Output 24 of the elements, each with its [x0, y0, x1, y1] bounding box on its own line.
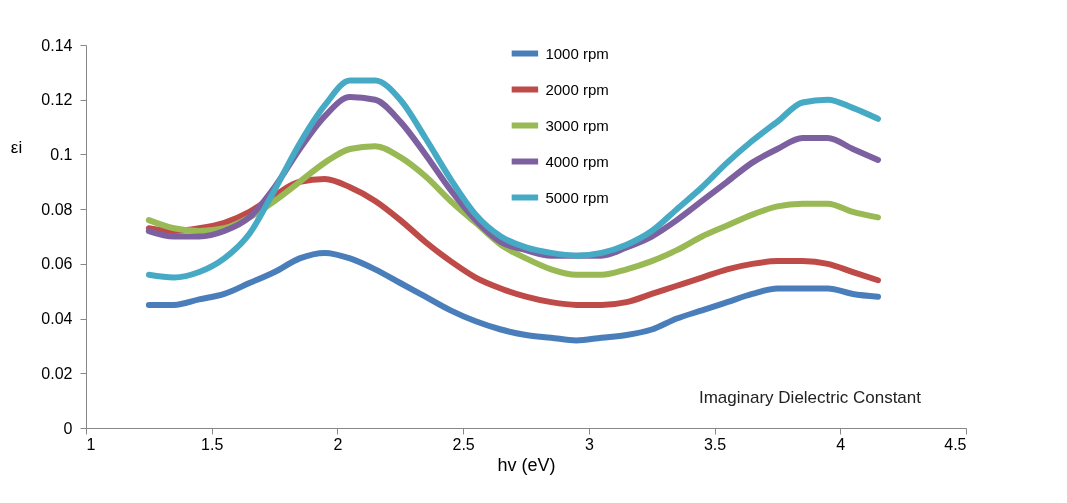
- y-tick-label: 0.04: [41, 310, 73, 328]
- x-tick-label: 4: [836, 435, 846, 453]
- legend-label: 3000 rpm: [545, 116, 609, 134]
- y-tick-label: 0.14: [41, 36, 73, 54]
- x-tick-label: 3.5: [703, 435, 727, 453]
- x-tick-label: 3: [584, 435, 594, 453]
- legend-label: 1000 rpm: [545, 44, 609, 62]
- y-tick-label: 0: [63, 419, 73, 437]
- legend-label: 4000 rpm: [545, 152, 609, 170]
- y-tick-label: 0.1: [50, 145, 73, 163]
- x-tick-label: 2.5: [452, 435, 475, 453]
- x-tick-label: 1: [86, 435, 96, 453]
- legend-label: 2000 rpm: [545, 80, 609, 98]
- y-tick-label: 0.06: [41, 255, 73, 273]
- x-tick-label: 2: [333, 435, 343, 453]
- x-tick-label: 1.5: [201, 435, 224, 453]
- legend-label: 5000 rpm: [545, 188, 609, 206]
- x-axis-title: hv (eV): [497, 454, 556, 475]
- x-tick-label: 4.5: [944, 435, 967, 453]
- y-tick-label: 0.12: [41, 91, 73, 109]
- annotation: Imaginary Dielectric Constant: [698, 388, 922, 407]
- y-axis-title: εi: [10, 137, 23, 157]
- y-tick-label: 0.02: [41, 364, 73, 382]
- y-tick-label: 0.08: [41, 200, 73, 218]
